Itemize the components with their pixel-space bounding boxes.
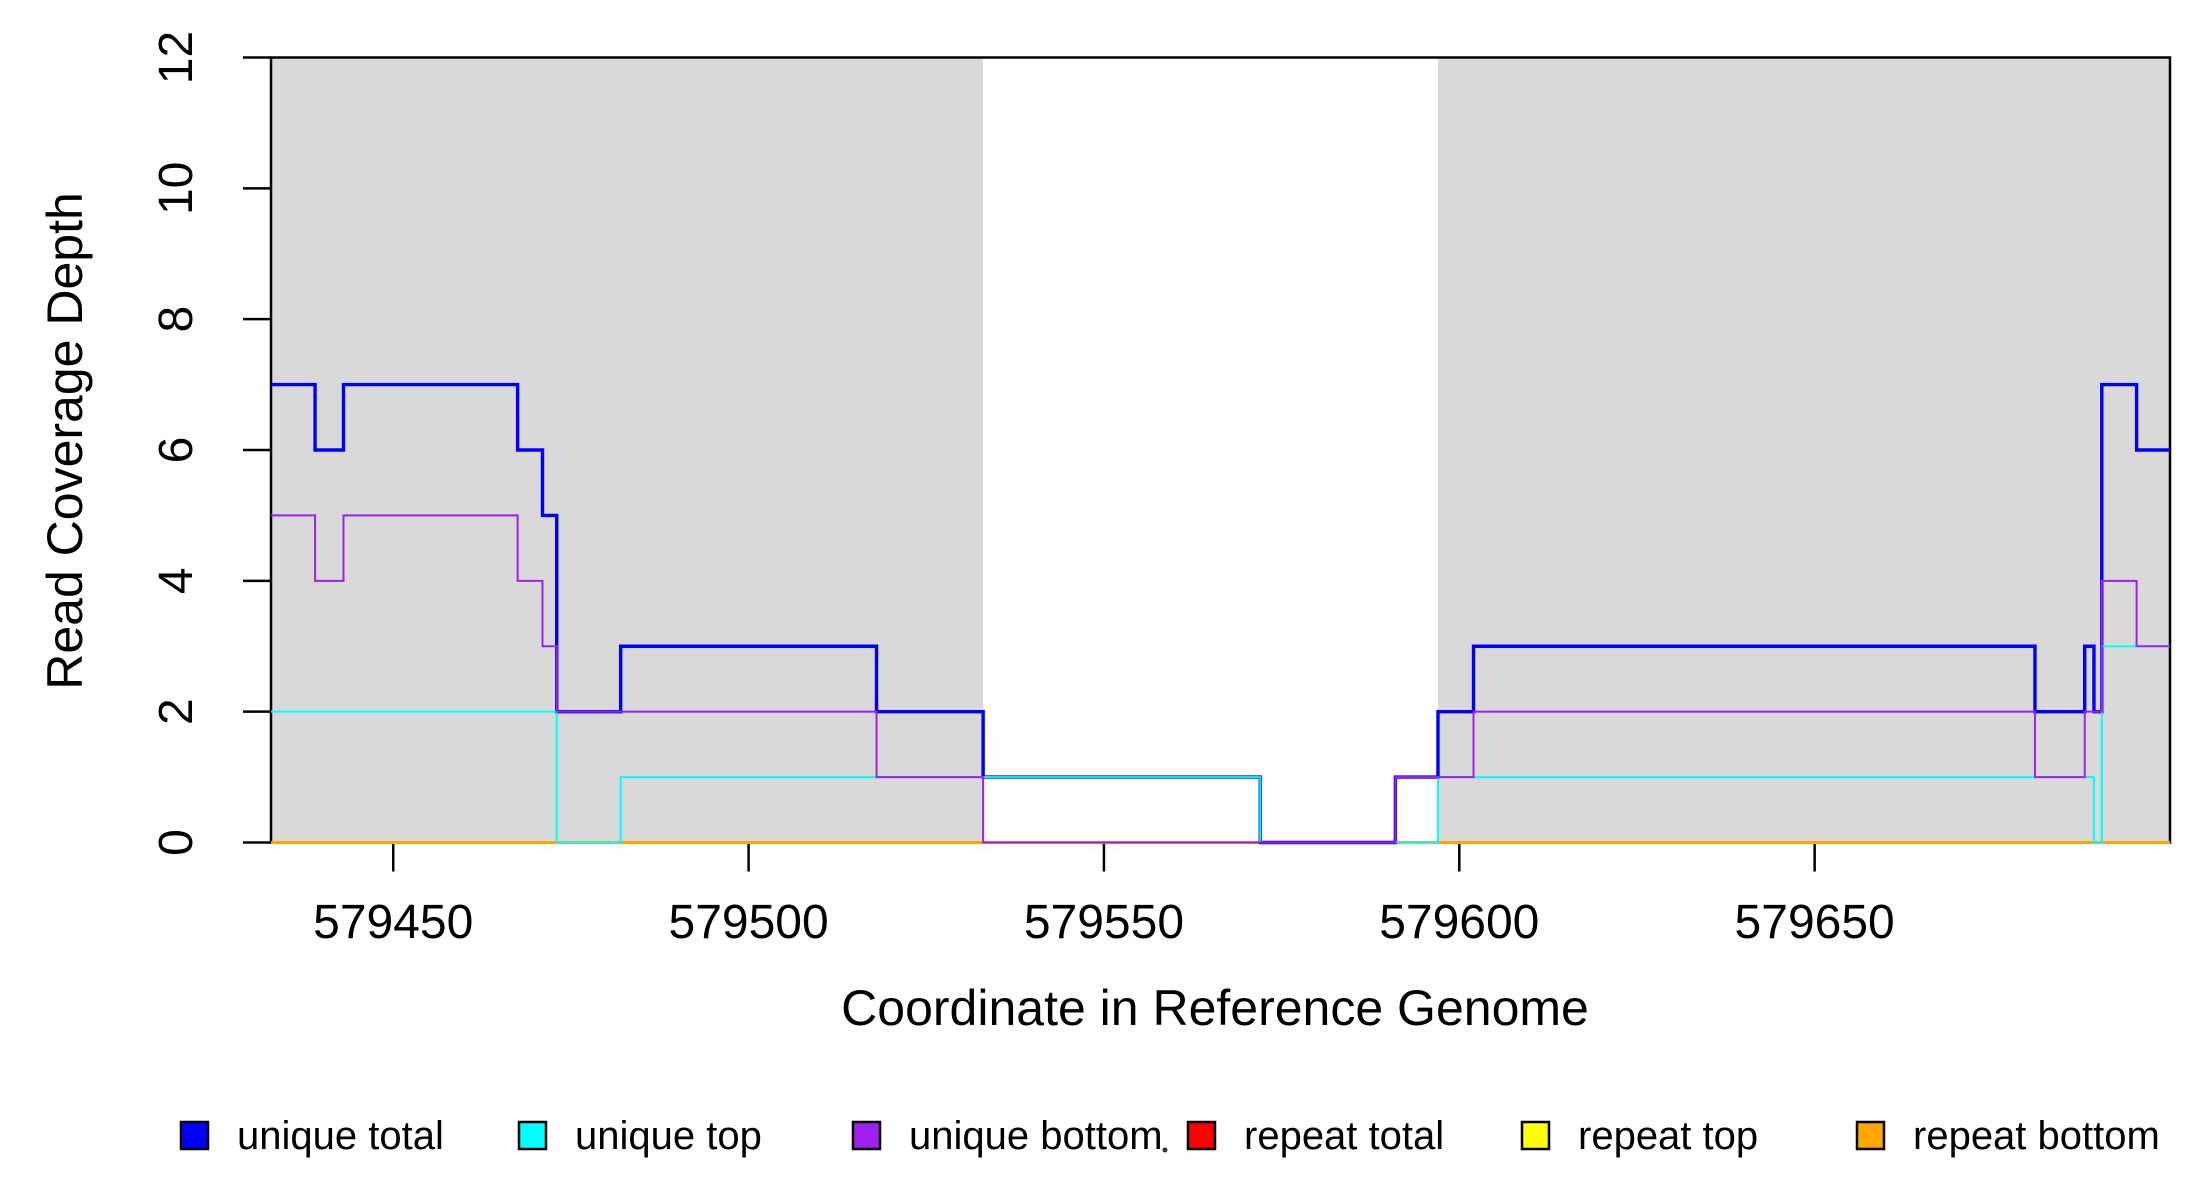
legend-item-repeat-top: repeat top [1520, 1114, 1758, 1158]
legend-swatch [1520, 1120, 1551, 1151]
y-tick-label: 6 [150, 437, 203, 464]
x-axis-title: Coordinate in Reference Genome [841, 980, 1589, 1036]
y-tick-label: 2 [150, 698, 203, 725]
x-tick-label: 579650 [1735, 896, 1895, 949]
legend-swatch [851, 1120, 882, 1151]
series-line-unique-bottom [271, 514, 2170, 844]
y-tick-label: 4 [150, 567, 203, 594]
legend-swatch [1855, 1120, 1886, 1151]
legend-item-unique-bottom: unique bottom [851, 1114, 1163, 1158]
legend-label: repeat top [1578, 1114, 1758, 1158]
legend-item-unique-top: unique top [517, 1114, 762, 1158]
x-axis: 579450 579500 579550 579600 579650 [313, 842, 1895, 949]
x-tick-label: 579550 [1024, 896, 1184, 949]
legend-label: repeat bottom [1913, 1114, 2160, 1158]
y-tick-label: 8 [150, 306, 203, 333]
stray-point-artifact [1162, 1147, 1168, 1153]
legend-swatch [179, 1120, 210, 1151]
legend-swatch [517, 1120, 548, 1151]
series-lines [271, 382, 2170, 845]
legend-label: unique top [575, 1114, 762, 1158]
legend: unique total unique top unique bottom repea… [179, 1114, 2160, 1158]
x-tick-label: 579450 [313, 896, 473, 949]
legend-item-repeat-bottom: repeat bottom [1855, 1114, 2160, 1158]
legend-swatch [1186, 1120, 1217, 1151]
y-axis: 0 2 4 6 8 10 12 [150, 31, 271, 856]
y-tick-label: 10 [150, 162, 203, 215]
y-tick-label: 12 [150, 31, 203, 84]
legend-label: unique total [237, 1114, 444, 1158]
x-tick-label: 579500 [669, 896, 829, 949]
shaded-region [1437, 58, 2170, 842]
x-tick-label: 579600 [1379, 896, 1539, 949]
legend-label: repeat total [1244, 1114, 1444, 1158]
y-axis-title: Read Coverage Depth [37, 192, 93, 690]
legend-item-unique-total: unique total [179, 1114, 444, 1158]
legend-label: unique bottom [909, 1114, 1163, 1158]
y-tick-label: 0 [150, 829, 203, 856]
legend-item-repeat-total: repeat total [1186, 1114, 1444, 1158]
